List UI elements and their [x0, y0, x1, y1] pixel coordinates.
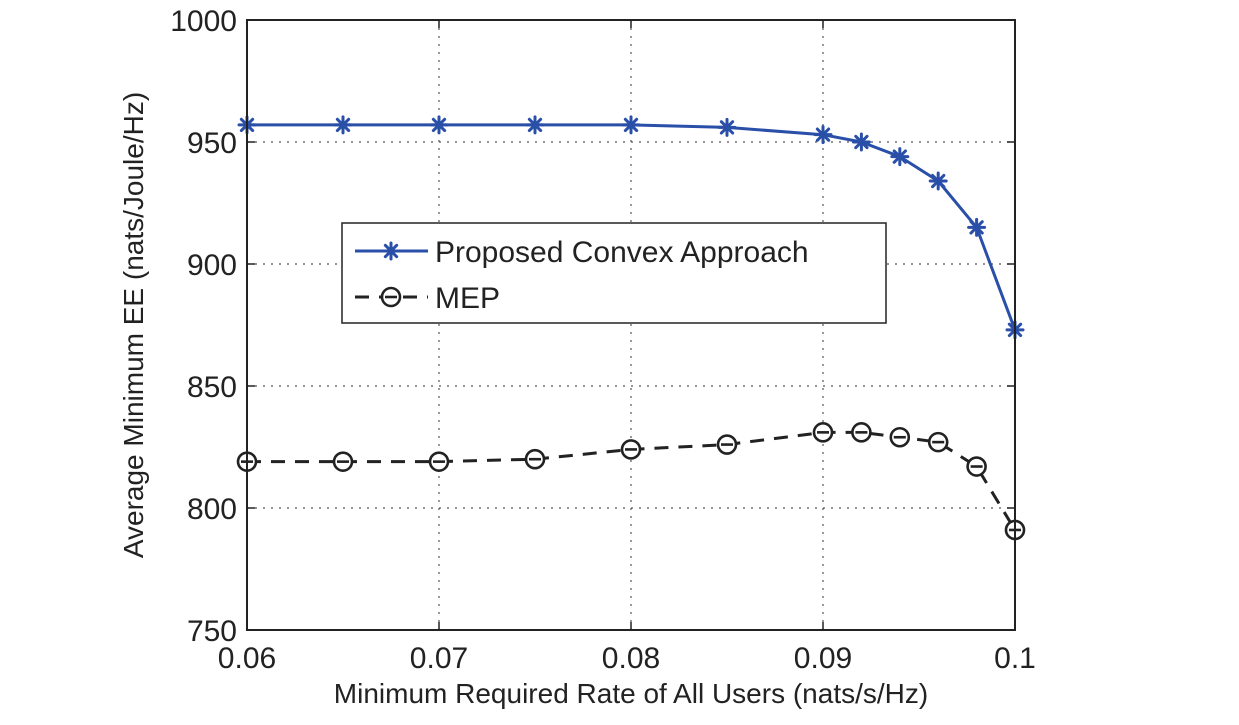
x-tick-label: 0.09 — [794, 642, 852, 675]
legend-marker — [380, 286, 402, 308]
legend-entry: Proposed Convex Approach — [355, 236, 809, 269]
legend-entry: MEP — [355, 282, 500, 315]
asterisk-stroke — [854, 134, 869, 150]
y-tick-label: 850 — [187, 371, 237, 404]
y-tick-label: 750 — [187, 615, 237, 648]
asterisk-stroke — [969, 220, 984, 235]
y-tick-label: 1000 — [170, 5, 237, 38]
asterisk-stroke — [931, 173, 946, 189]
asterisk-stroke — [815, 127, 831, 142]
x-axis-label: Minimum Required Rate of All Users (nats… — [334, 678, 928, 709]
x-tick-label: 0.07 — [410, 642, 468, 675]
y-tick-label: 800 — [187, 493, 237, 526]
data-point — [525, 115, 545, 135]
asterisk-stroke — [892, 149, 907, 164]
asterisk-stroke — [383, 243, 399, 259]
x-tick-label: 0.06 — [218, 642, 276, 675]
data-point — [716, 434, 738, 455]
legend-label: MEP — [435, 282, 500, 315]
axis-ticks: 0.06 0.07 0.08 0.09 0.1 750 800 850 900 950 1000 — [170, 5, 1036, 675]
series-mep — [236, 422, 1026, 541]
data-point — [428, 451, 450, 472]
legend-label: Proposed Convex Approach — [435, 236, 809, 269]
data-point — [332, 451, 354, 472]
legend-marker — [381, 241, 401, 261]
data-point — [928, 171, 948, 191]
series-line — [247, 123, 1017, 331]
asterisk-stroke — [431, 117, 447, 133]
legend-box — [341, 222, 887, 324]
data-point — [967, 217, 987, 237]
legend: Proposed Convex Approach MEP — [341, 222, 887, 324]
asterisk-stroke — [335, 117, 351, 133]
legend-entries: Proposed Convex Approach MEP — [355, 236, 809, 315]
x-tick-label: 0.1 — [994, 642, 1036, 675]
series-proposed — [237, 115, 1025, 340]
data-point — [966, 456, 987, 477]
data-point — [620, 439, 642, 460]
data-point — [851, 422, 872, 443]
y-tick-label: 950 — [187, 127, 237, 160]
data-point — [621, 115, 641, 135]
data-point — [889, 426, 911, 448]
series-layer — [236, 115, 1026, 541]
data-point — [812, 422, 834, 443]
data-point — [890, 147, 910, 167]
x-tick-label: 0.08 — [602, 642, 660, 675]
data-point — [429, 115, 449, 135]
data-point — [717, 117, 737, 137]
asterisk-stroke — [623, 117, 639, 133]
data-point — [333, 115, 353, 135]
asterisk-stroke — [527, 117, 543, 133]
data-point — [851, 132, 871, 152]
asterisk-stroke — [719, 120, 735, 135]
data-point — [927, 431, 949, 453]
data-point — [813, 125, 833, 145]
y-tick-label: 900 — [187, 249, 237, 282]
data-point — [524, 448, 546, 470]
grid — [247, 20, 1015, 630]
y-axis-label: Average Minimum EE (nats/Joule/Hz) — [118, 92, 149, 558]
